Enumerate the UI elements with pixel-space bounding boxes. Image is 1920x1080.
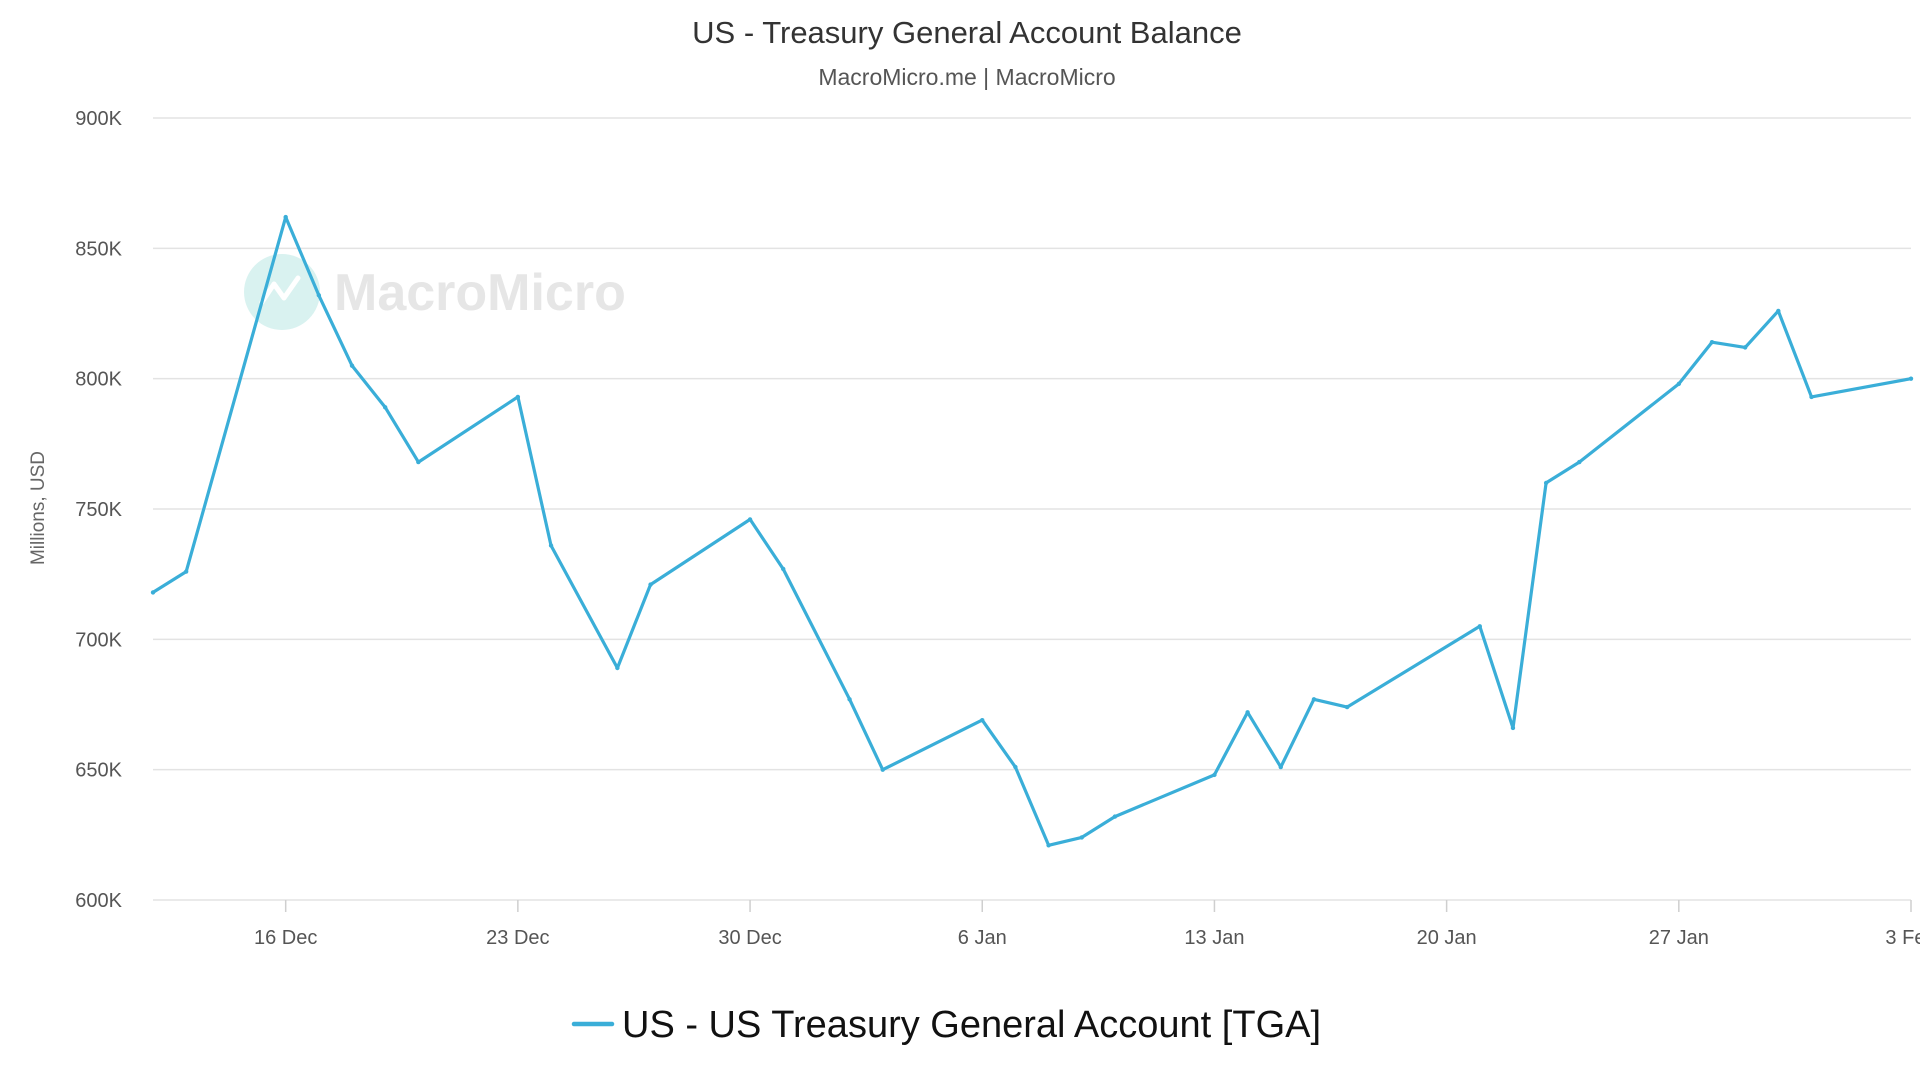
data-point[interactable] bbox=[1809, 394, 1814, 400]
watermark: MacroMicro bbox=[244, 254, 626, 330]
data-point[interactable] bbox=[1510, 725, 1516, 731]
data-point[interactable] bbox=[1245, 710, 1250, 715]
y-tick-label: 700K bbox=[75, 629, 122, 651]
y-tick-label: 750K bbox=[75, 499, 122, 521]
y-axis-tick-labels: 600K 650K 700K 750K 800K 850K 900K bbox=[75, 108, 122, 912]
series-layer bbox=[150, 214, 1914, 848]
legend[interactable]: US - US Treasury General Account [TGA] bbox=[571, 1004, 1321, 1046]
x-tick-label: 30 Dec bbox=[718, 927, 781, 949]
y-tick-label: 600K bbox=[75, 890, 122, 912]
data-point[interactable] bbox=[382, 405, 388, 410]
data-point[interactable] bbox=[548, 543, 554, 548]
data-point[interactable] bbox=[183, 569, 189, 574]
x-tick-label: 13 Jan bbox=[1184, 927, 1244, 949]
chart-title: US - Treasury General Account Balance bbox=[692, 15, 1242, 50]
data-point[interactable] bbox=[1776, 308, 1781, 314]
data-point[interactable] bbox=[1079, 835, 1084, 840]
y-tick-label: 650K bbox=[75, 760, 122, 782]
data-point[interactable] bbox=[880, 767, 885, 772]
grid-lines bbox=[153, 117, 1911, 901]
x-tick-label: 3 Feb bbox=[1885, 927, 1920, 949]
data-point[interactable] bbox=[1543, 480, 1549, 486]
watermark-logo-chart-icon bbox=[259, 275, 301, 305]
data-point[interactable] bbox=[515, 394, 521, 400]
data-point[interactable] bbox=[1112, 814, 1118, 819]
data-point[interactable] bbox=[1311, 697, 1317, 702]
data-point[interactable] bbox=[1013, 764, 1018, 770]
data-point[interactable] bbox=[1344, 704, 1350, 710]
x-axis-ticks: 16 Dec 23 Dec 30 Dec 6 Jan 13 Jan 20 Jan 27 Ja… bbox=[254, 900, 1920, 949]
data-point[interactable] bbox=[1046, 843, 1051, 848]
y-tick-label: 850K bbox=[75, 238, 122, 260]
x-tick-label: 20 Jan bbox=[1417, 927, 1477, 949]
data-point[interactable] bbox=[781, 566, 786, 572]
data-point[interactable] bbox=[1742, 345, 1748, 350]
x-tick-label: 16 Dec bbox=[254, 927, 317, 949]
y-axis-label: Millions, USD bbox=[28, 451, 49, 565]
data-point[interactable] bbox=[1577, 459, 1582, 465]
data-point[interactable] bbox=[980, 717, 985, 723]
data-point[interactable] bbox=[615, 665, 620, 671]
data-point[interactable] bbox=[416, 459, 421, 465]
x-tick-label: 6 Jan bbox=[958, 927, 1007, 949]
data-point[interactable] bbox=[316, 293, 322, 298]
data-point[interactable] bbox=[1709, 339, 1715, 345]
legend-label: US - US Treasury General Account [TGA] bbox=[622, 1004, 1321, 1046]
data-point[interactable] bbox=[283, 214, 288, 220]
data-point[interactable] bbox=[1212, 772, 1217, 778]
data-point[interactable] bbox=[150, 590, 156, 595]
y-tick-label: 900K bbox=[75, 108, 122, 130]
data-point[interactable] bbox=[1908, 376, 1914, 381]
data-point[interactable] bbox=[349, 363, 355, 368]
data-point[interactable] bbox=[648, 582, 653, 587]
data-point[interactable] bbox=[1278, 764, 1283, 770]
x-tick-label: 23 Dec bbox=[486, 927, 549, 949]
data-point[interactable] bbox=[847, 697, 852, 702]
data-point[interactable] bbox=[1477, 624, 1482, 629]
data-point[interactable] bbox=[1676, 381, 1682, 387]
y-tick-label: 800K bbox=[75, 369, 122, 391]
watermark-text: MacroMicro bbox=[334, 264, 626, 322]
chart-subtitle: MacroMicro.me | MacroMicro bbox=[818, 64, 1115, 90]
data-point[interactable] bbox=[747, 517, 753, 522]
x-tick-label: 27 Jan bbox=[1649, 927, 1709, 949]
